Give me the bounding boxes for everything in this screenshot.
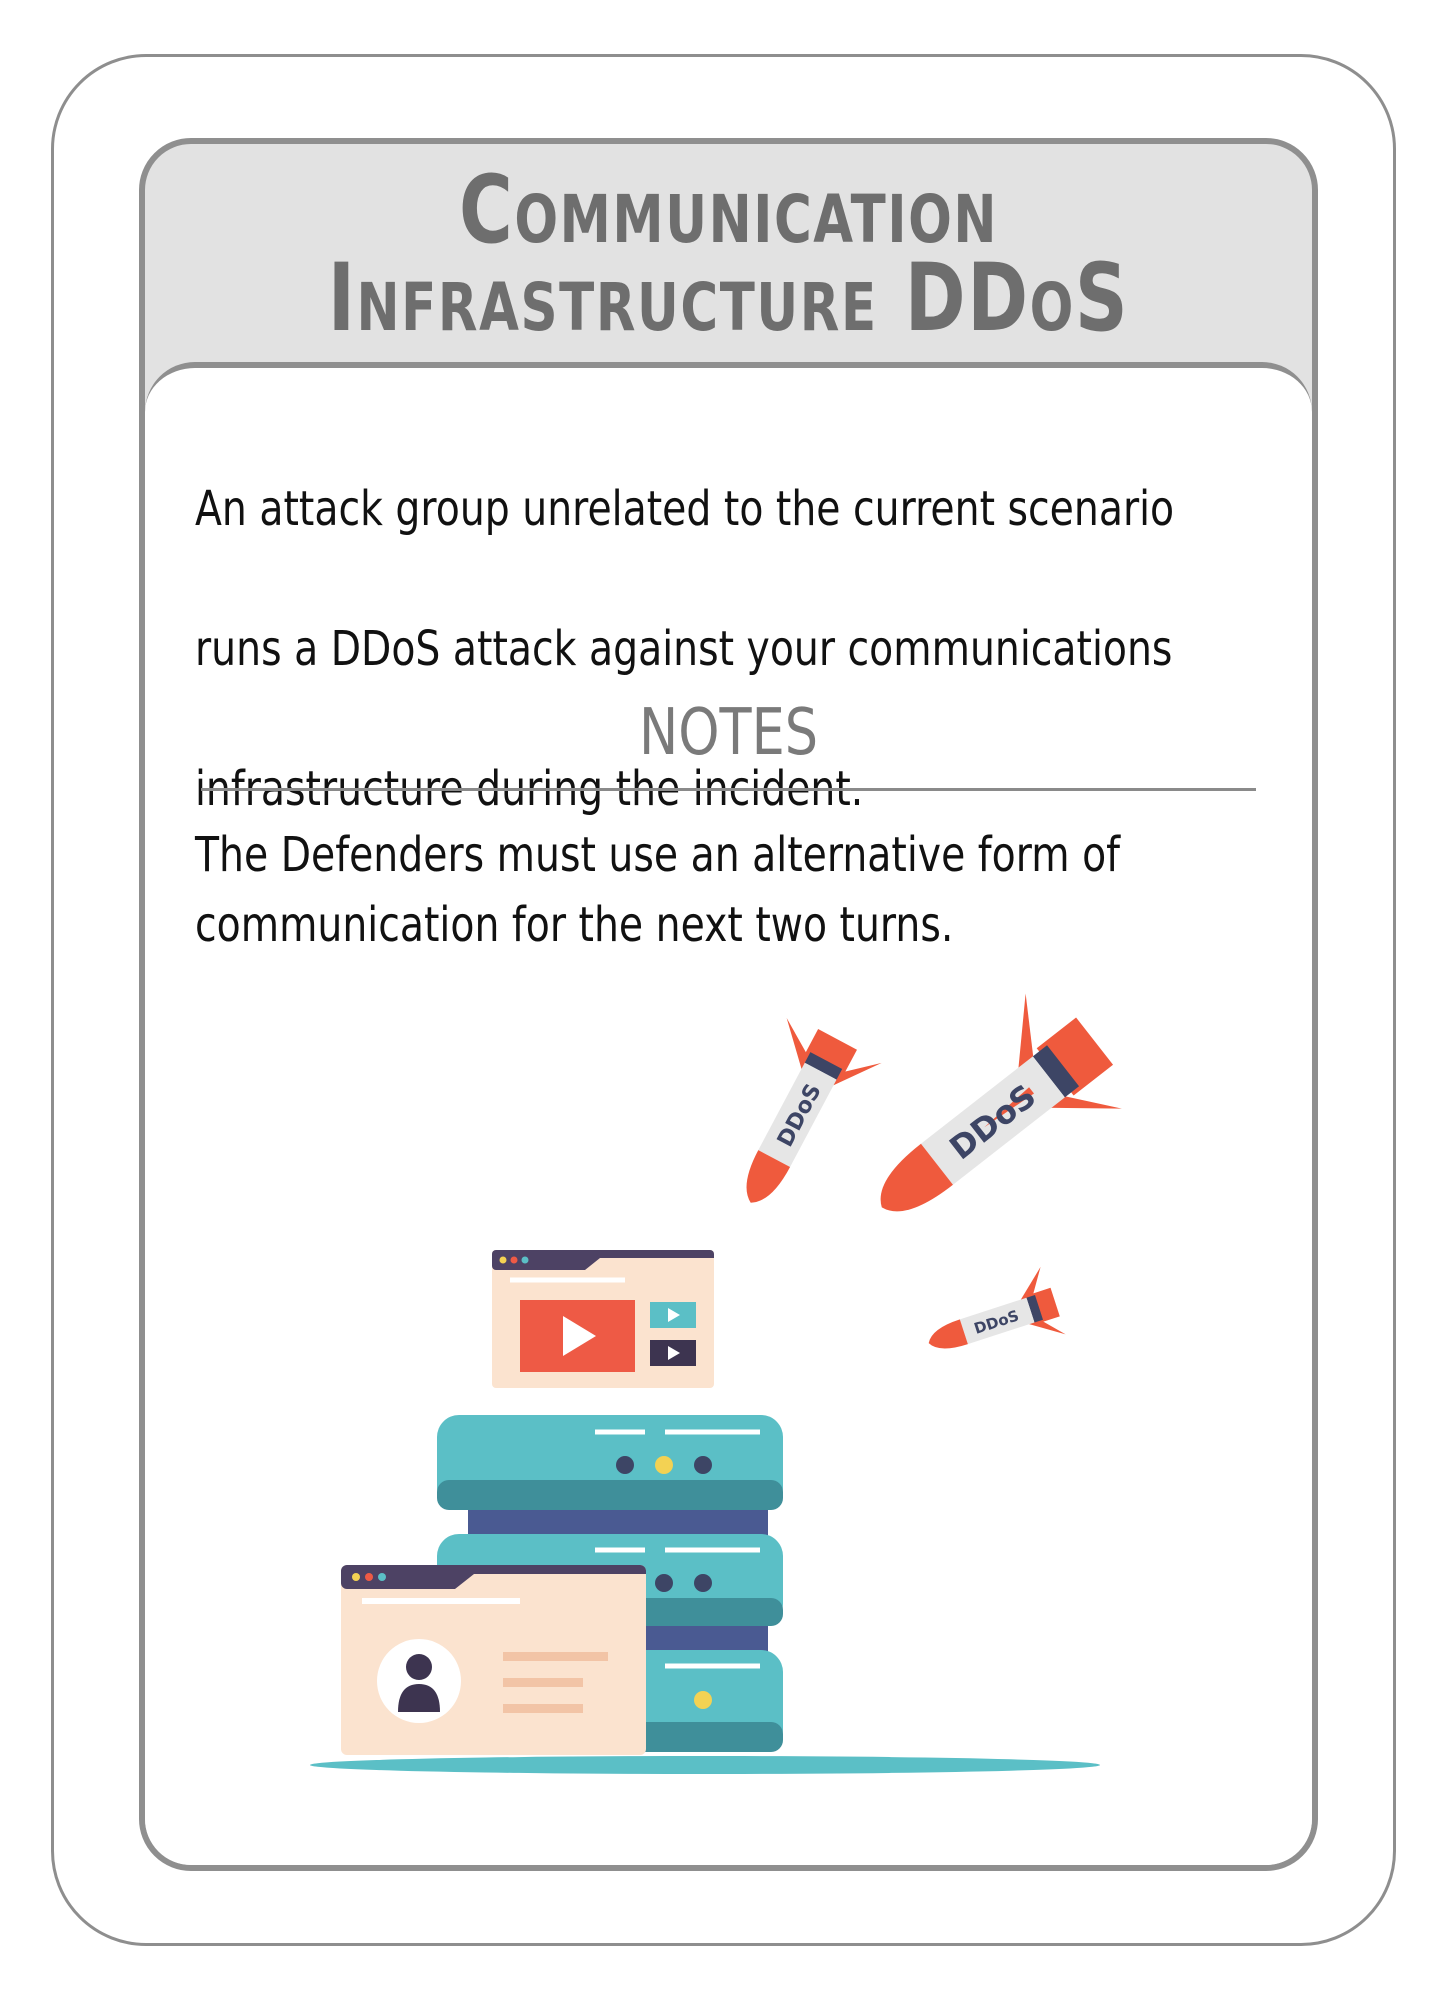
notes-text: The Defenders must use an alternative fo… <box>195 820 1121 960</box>
notes-heading: NOTES <box>638 696 819 770</box>
rocket-icon: DDoS <box>746 1017 882 1203</box>
video-window-icon <box>492 1250 714 1388</box>
card-title-line-2: Infrastructure DDoS <box>327 244 1130 353</box>
notes-divider <box>201 788 1256 791</box>
rocket-icon: DDoS <box>880 993 1122 1212</box>
title-area: Communication Infrastructure DDoS <box>145 144 1312 364</box>
ground-shadow <box>310 1756 1100 1774</box>
rocket-icon: DDoS <box>928 1266 1066 1349</box>
description-line: runs a DDoS attack against your communic… <box>195 621 1173 677</box>
profile-window-icon <box>341 1565 646 1755</box>
card-title-line-1: Communication <box>458 156 999 265</box>
notes-line: The Defenders must use an alternative fo… <box>195 827 1121 883</box>
notes-line: communication for the next two turns. <box>195 897 954 953</box>
description-line: An attack group unrelated to the current… <box>195 481 1175 537</box>
